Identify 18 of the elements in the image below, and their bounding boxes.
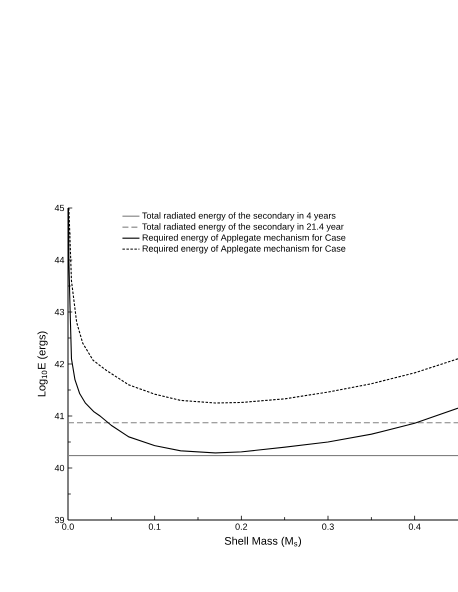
x-tick-label: 0.3 bbox=[322, 524, 334, 530]
legend-label: Required energy of Applegate mechanism for Case bbox=[142, 245, 346, 254]
x-tick-label: 0.0 bbox=[62, 524, 74, 530]
x-axis-title: Shell Mass (M$_{s}$) bbox=[224, 536, 302, 547]
x-tick-label: 0.1 bbox=[148, 524, 160, 530]
y-tick-label: 44 bbox=[54, 256, 64, 264]
y-tick-label: 45 bbox=[54, 204, 64, 212]
y-tick-label: 39 bbox=[54, 516, 64, 524]
legend-label: Required energy of Applegate mechanism for Case bbox=[142, 234, 346, 242]
legend-label: Total radiated energy of the secondary in 21.4 year bbox=[142, 223, 344, 232]
y-tick-label: 42 bbox=[54, 360, 64, 368]
y-tick-label: 40 bbox=[54, 464, 64, 472]
y-axis-title: Log$_{10}$E (ergs) bbox=[37, 332, 48, 396]
y-tick-label: 41 bbox=[54, 412, 64, 420]
x-tick-label: 0.2 bbox=[235, 524, 248, 530]
legend-label: Total radiated energy of the secondary in 4 years bbox=[142, 212, 336, 221]
y-tick-label: 43 bbox=[54, 308, 64, 316]
x-tick-label: 0.4 bbox=[408, 524, 421, 530]
